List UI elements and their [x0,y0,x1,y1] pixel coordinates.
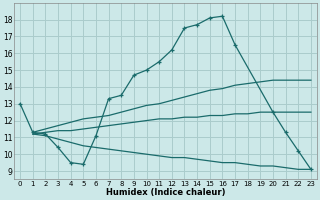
X-axis label: Humidex (Indice chaleur): Humidex (Indice chaleur) [106,188,225,197]
